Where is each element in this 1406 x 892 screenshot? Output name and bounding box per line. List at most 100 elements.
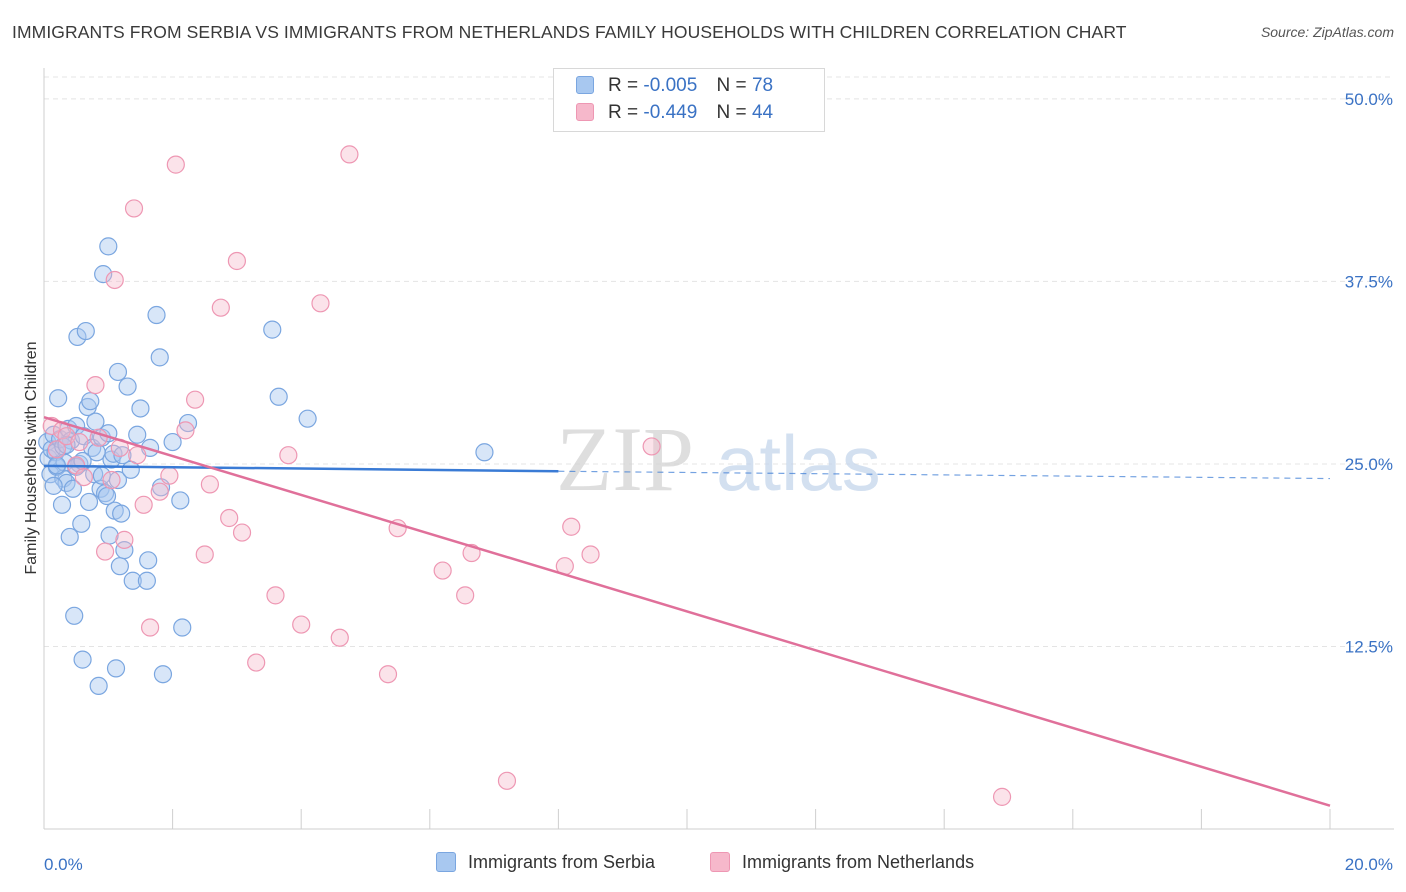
serbia-point: [79, 492, 99, 512]
chart-title: IMMIGRANTS FROM SERBIA VS IMMIGRANTS FRO…: [12, 22, 1127, 42]
serbia-point: [118, 377, 137, 396]
legend-r-value-serbia: -0.005: [643, 75, 698, 96]
y-tick-label: 25.0%: [1345, 455, 1393, 474]
serbia-point: [113, 446, 132, 465]
serbia-point: [110, 557, 129, 576]
legend-swatch-netherlands: [576, 103, 594, 121]
serbia-point: [139, 551, 158, 570]
netherlands-point: [340, 145, 359, 164]
serbia-point: [153, 665, 173, 684]
serbia-point: [94, 265, 113, 284]
netherlands-point: [95, 542, 115, 561]
serbia-point: [163, 432, 182, 452]
netherlands-point: [195, 545, 214, 564]
netherlands-point: [176, 421, 195, 440]
series-serbia-points: [38, 237, 494, 696]
serbia-point: [108, 470, 128, 490]
watermark-zip: ZIP: [556, 408, 694, 510]
bottom-legend-label-netherlands: Immigrants from Netherlands: [742, 852, 975, 872]
serbia-point: [108, 362, 128, 382]
netherlands-point: [134, 495, 153, 514]
netherlands-point: [128, 446, 147, 465]
serbia-point: [72, 514, 91, 533]
y-tick-label: 12.5%: [1345, 637, 1393, 656]
netherlands-point: [86, 376, 105, 395]
netherlands-point: [292, 615, 311, 634]
netherlands-point: [166, 155, 185, 174]
legend-r-label: R =: [608, 75, 639, 96]
legend-n-value-serbia: 78: [751, 75, 774, 96]
legend-r-label: R =: [608, 102, 639, 123]
y-tick-label: 37.5%: [1345, 272, 1393, 291]
legend-swatch-serbia: [576, 76, 594, 94]
netherlands-point: [497, 771, 517, 790]
serbia-point: [128, 425, 147, 444]
netherlands-point: [562, 517, 581, 536]
netherlands-point: [74, 467, 93, 487]
serbia-point: [123, 571, 142, 590]
netherlands-point: [115, 530, 134, 549]
serbia-point: [44, 476, 63, 495]
netherlands-point: [160, 466, 179, 485]
serbia-point: [173, 618, 192, 637]
serbia-point: [112, 504, 131, 523]
trend-lines: [43, 416, 1331, 807]
source-credit: Source: ZipAtlas.com: [1260, 24, 1394, 40]
serbia-point: [269, 387, 288, 406]
netherlands-trend-line: [43, 416, 1331, 807]
bottom-legend-swatch-netherlands: [710, 852, 730, 872]
watermark-atlas: atlas: [716, 419, 881, 507]
legend-n-label: N =: [716, 102, 747, 123]
netherlands-point: [186, 390, 205, 409]
serbia-point: [49, 389, 68, 408]
gridlines: [44, 76, 1394, 647]
netherlands-point: [124, 199, 144, 218]
netherlands-point: [642, 437, 661, 456]
serbia-point: [106, 659, 126, 678]
serbia-point: [263, 320, 282, 339]
netherlands-point: [105, 270, 124, 290]
serbia-point: [63, 479, 83, 498]
y-tick-label: 50.0%: [1345, 90, 1393, 109]
netherlands-point: [378, 665, 398, 684]
netherlands-point: [200, 475, 219, 494]
netherlands-point: [433, 561, 452, 580]
serbia-point: [76, 321, 95, 341]
serbia-trend-line: [43, 464, 559, 473]
y-axis-label: Family Households with Children: [23, 341, 40, 575]
x-tick-label-min: 0.0%: [44, 855, 83, 874]
netherlands-point: [330, 628, 349, 647]
serbia-point: [147, 305, 166, 325]
serbia-point: [73, 650, 92, 669]
serbia-point: [298, 409, 317, 428]
netherlands-point: [456, 586, 475, 605]
netherlands-point: [70, 432, 89, 452]
serbia-point: [81, 392, 100, 411]
netherlands-point: [247, 653, 266, 672]
serbia-point: [60, 527, 79, 547]
axes: [43, 68, 1394, 830]
netherlands-point: [140, 618, 160, 637]
serbia-point: [131, 399, 150, 418]
serbia-point: [171, 491, 190, 510]
netherlands-point: [992, 787, 1012, 806]
serbia-point: [52, 495, 72, 514]
netherlands-point: [227, 251, 246, 271]
x-tick-label-max: 20.0%: [1345, 855, 1393, 874]
netherlands-point: [150, 482, 169, 501]
legend-row-netherlands: R = -0.449 N = 44: [576, 102, 773, 124]
correlation-legend: R = -0.005 N = 78 R = -0.449 N = 44: [553, 68, 825, 132]
netherlands-point: [211, 298, 230, 317]
tick-labels: 12.5% 25.0% 37.5% 50.0% 0.0% 20.0%: [44, 90, 1393, 874]
netherlands-point: [232, 523, 252, 542]
serbia-point: [475, 443, 494, 462]
netherlands-point: [220, 508, 239, 528]
serbia-point: [65, 606, 84, 625]
netherlands-point: [581, 545, 600, 564]
serbia-point: [150, 348, 169, 367]
netherlands-point: [311, 294, 330, 313]
netherlands-point: [279, 446, 298, 465]
serbia-point: [115, 541, 134, 560]
serbia-trend-extension: [558, 470, 1331, 480]
